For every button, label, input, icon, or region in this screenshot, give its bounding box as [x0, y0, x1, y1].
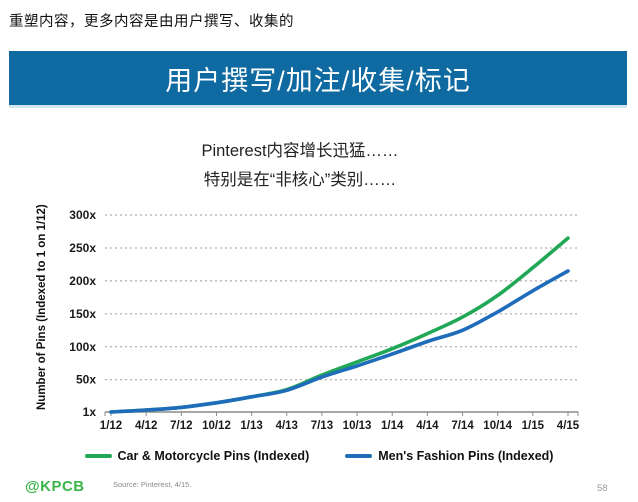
- y-tick-label: 200x: [69, 274, 96, 288]
- series-line-car-motorcycle: [109, 236, 570, 414]
- line-swatch-icon-green: [84, 454, 112, 458]
- x-tick-label: 1/14: [381, 420, 404, 432]
- x-tick-label: 10/12: [202, 420, 231, 432]
- x-tick-label: 4/13: [276, 420, 298, 432]
- x-tick-label: 4/14: [416, 420, 439, 432]
- x-tick-label: 4/15: [557, 420, 580, 432]
- x-tick-label: 7/14: [451, 420, 474, 432]
- y-tick-label: 100x: [69, 340, 96, 354]
- chart-legend: Car & Motorcycle Pins (Indexed) Men's Fa…: [0, 449, 638, 463]
- chart-title-line1: Pinterest内容增长迅猛……: [201, 142, 399, 160]
- x-tick-label: 7/12: [170, 420, 192, 432]
- x-tick-label: 10/13: [343, 420, 372, 432]
- section-banner: 用户撰写/加注/收集/标记: [9, 51, 627, 108]
- legend-label-mens-fashion: Men's Fashion Pins (Indexed): [378, 449, 554, 463]
- x-tick-label: 7/13: [311, 420, 333, 432]
- pinterest-growth-chart: 1x 50x 100x 150x 200x 250x 300x 1/12 4/12 7/12 10/…: [69, 208, 580, 432]
- y-tick-label: 150x: [69, 307, 96, 321]
- y-tick-label: 300x: [69, 208, 96, 222]
- x-tick-label: 1/15: [522, 420, 545, 432]
- legend-item-mens-fashion: Men's Fashion Pins (Indexed): [345, 449, 553, 463]
- source-note: Source: Pinterest, 4/15.: [113, 480, 192, 489]
- series-line-mens-fashion: [109, 269, 570, 414]
- slide-kicker: 重塑内容，更多内容是由用户撰写、收集的: [9, 14, 294, 30]
- kpcb-logo: @KPCB: [25, 478, 85, 495]
- x-tick-label: 10/14: [483, 420, 512, 432]
- legend-item-car-motorcycle: Car & Motorcycle Pins (Indexed): [84, 449, 310, 463]
- section-banner-title: 用户撰写/加注/收集/标记: [165, 65, 471, 96]
- page-number: 58: [597, 483, 608, 494]
- y-tick-label: 1x: [83, 405, 97, 419]
- x-tick-label: 1/12: [100, 420, 122, 432]
- x-tick-label: 4/12: [135, 420, 157, 432]
- legend-label-car-motorcycle: Car & Motorcycle Pins (Indexed): [117, 449, 310, 463]
- chart-title-line2: 特别是在“非核心”类别……: [203, 171, 397, 189]
- y-tick-label: 50x: [76, 373, 96, 387]
- line-swatch-icon-blue: [345, 454, 373, 458]
- y-tick-label: 250x: [69, 241, 96, 255]
- x-tick-label: 1/13: [240, 420, 262, 432]
